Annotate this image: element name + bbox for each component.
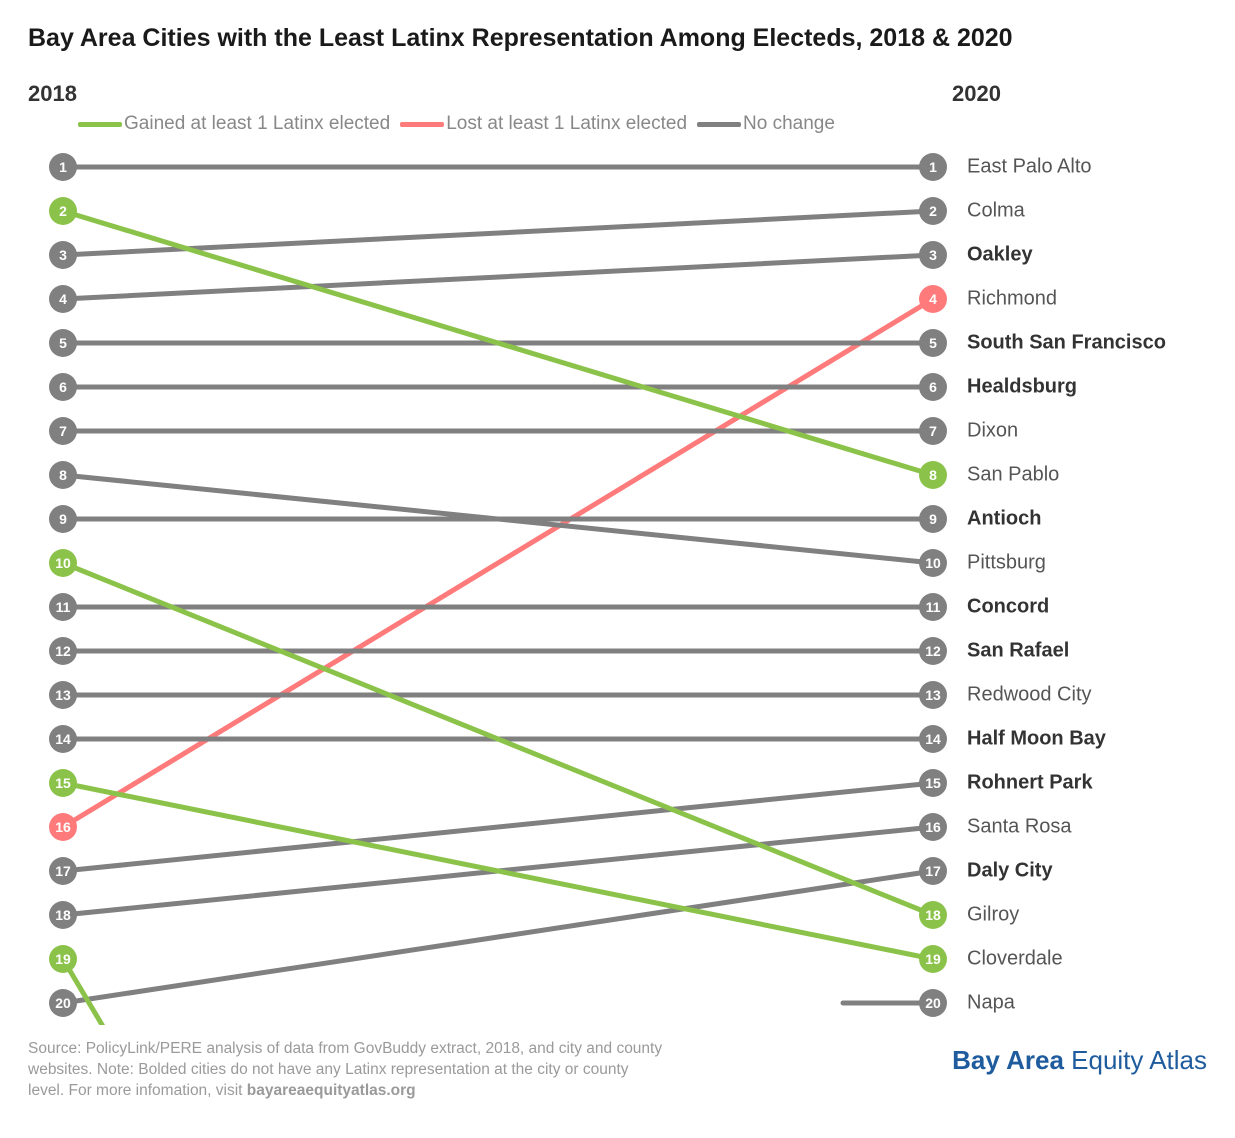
city-label: Dixon xyxy=(967,420,1018,443)
chart-title: Bay Area Cities with the Least Latinx Re… xyxy=(28,24,1207,53)
year-right-label: 2020 xyxy=(947,81,1207,107)
rank-number: 18 xyxy=(925,907,941,923)
city-label: Gilroy xyxy=(967,904,1019,927)
legend-item-lost: Lost at least 1 Latinx elected xyxy=(400,113,687,135)
city-label: Napa xyxy=(967,992,1015,1015)
city-label: Concord xyxy=(967,596,1049,619)
rank-number: 14 xyxy=(925,731,941,747)
slope-line xyxy=(63,783,933,959)
rank-number: 5 xyxy=(929,335,937,351)
rank-number: 11 xyxy=(56,599,71,615)
city-label: East Palo Alto xyxy=(967,156,1092,179)
rank-number: 9 xyxy=(59,511,67,527)
rank-number: 10 xyxy=(925,555,941,571)
rank-number: 17 xyxy=(925,863,941,879)
slope-line xyxy=(63,299,933,827)
rank-number: 1 xyxy=(929,159,937,175)
city-label: San Rafael xyxy=(967,640,1069,663)
city-labels-column: East Palo Alto Colma Oakley Richmond South S… xyxy=(967,145,1207,1025)
rank-number: 2 xyxy=(59,203,67,219)
slope-line xyxy=(63,255,933,299)
rank-number: 6 xyxy=(929,379,937,395)
rank-number: 7 xyxy=(59,423,67,439)
city-label: Rohnert Park xyxy=(967,772,1093,795)
city-label: Cloverdale xyxy=(967,948,1063,971)
rank-number: 9 xyxy=(929,511,937,527)
year-left-label: 2018 xyxy=(28,81,88,107)
rank-number: 20 xyxy=(925,995,941,1011)
city-label: Healdsburg xyxy=(967,376,1077,399)
legend-swatch-lost xyxy=(400,122,444,127)
city-label: Pittsburg xyxy=(967,552,1046,575)
city-label: Santa Rosa xyxy=(967,816,1072,839)
rank-number: 3 xyxy=(59,247,67,263)
rank-number: 16 xyxy=(925,819,941,835)
legend-item-gained: Gained at least 1 Latinx elected xyxy=(78,113,390,135)
slope-chart-svg: 1132431645566772899810111112121313141417… xyxy=(28,145,968,1025)
city-label: Redwood City xyxy=(967,684,1092,707)
year-header: 2018 2020 xyxy=(28,81,1207,107)
rank-number: 8 xyxy=(929,467,937,483)
rank-number: 15 xyxy=(925,775,941,791)
rank-number: 12 xyxy=(55,643,71,659)
city-label: Antioch xyxy=(967,508,1041,531)
rank-number: 4 xyxy=(929,291,937,307)
city-label: Oakley xyxy=(967,244,1033,267)
slope-line xyxy=(63,871,933,1003)
legend-swatch-none xyxy=(697,122,741,127)
rank-number: 19 xyxy=(55,951,71,967)
legend-swatch-gained xyxy=(78,122,122,127)
rank-number: 3 xyxy=(929,247,937,263)
legend-label-lost: Lost at least 1 Latinx elected xyxy=(446,113,687,135)
legend-label-gained: Gained at least 1 Latinx elected xyxy=(124,113,390,135)
rank-number: 6 xyxy=(59,379,67,395)
city-label: Half Moon Bay xyxy=(967,728,1106,751)
rank-number: 7 xyxy=(929,423,937,439)
rank-number: 13 xyxy=(55,687,71,703)
rank-number: 1 xyxy=(59,159,67,175)
city-label: San Pablo xyxy=(967,464,1059,487)
rank-number: 5 xyxy=(59,335,67,351)
brand-logo: Bay Area Equity Atlas xyxy=(952,1045,1207,1076)
slope-chart: 1132431645566772899810111112121313141417… xyxy=(28,145,1207,1025)
rank-number: 2 xyxy=(929,203,937,219)
city-label: South San Francisco xyxy=(967,332,1166,355)
city-label: Daly City xyxy=(967,860,1053,883)
rank-number: 16 xyxy=(55,819,71,835)
rank-number: 14 xyxy=(55,731,71,747)
city-label: Colma xyxy=(967,200,1025,223)
rank-number: 11 xyxy=(926,599,941,615)
rank-number: 12 xyxy=(925,643,941,659)
rank-number: 19 xyxy=(925,951,941,967)
slope-line xyxy=(63,783,933,871)
rank-number: 4 xyxy=(59,291,67,307)
rank-number: 17 xyxy=(55,863,71,879)
rank-number: 15 xyxy=(55,775,71,791)
rank-number: 20 xyxy=(55,995,71,1011)
city-label: Richmond xyxy=(967,288,1057,311)
rank-number: 8 xyxy=(59,467,67,483)
legend: Gained at least 1 Latinx elected Lost at… xyxy=(78,113,1207,135)
rank-number: 18 xyxy=(55,907,71,923)
source-text: Source: PolicyLink/PERE analysis of data… xyxy=(28,1039,668,1102)
legend-label-none: No change xyxy=(743,113,835,135)
legend-item-none: No change xyxy=(697,113,835,135)
rank-number: 10 xyxy=(55,555,71,571)
rank-number: 13 xyxy=(925,687,941,703)
